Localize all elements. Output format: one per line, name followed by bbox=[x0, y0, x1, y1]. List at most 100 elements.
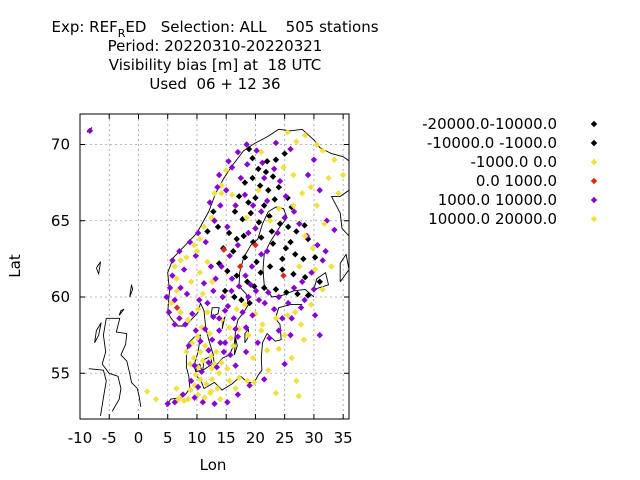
data-point-series-4 bbox=[218, 263, 225, 270]
data-point-series-4 bbox=[176, 248, 183, 255]
data-point-series-4 bbox=[282, 193, 290, 200]
data-point-series-2 bbox=[225, 324, 233, 331]
legend-marker bbox=[590, 120, 598, 128]
data-point-series-1 bbox=[300, 255, 307, 263]
data-point-series-4 bbox=[224, 399, 231, 406]
data-point-series-4 bbox=[169, 257, 176, 264]
data-point-series-4 bbox=[224, 302, 232, 310]
data-points bbox=[86, 127, 347, 407]
data-point-series-1 bbox=[301, 222, 308, 229]
data-point-series-4 bbox=[196, 296, 203, 304]
data-point-series-2 bbox=[235, 374, 243, 382]
x-tick-label: 10 bbox=[187, 429, 206, 447]
x-tick-label: 0 bbox=[134, 429, 144, 447]
data-point-series-4 bbox=[248, 263, 256, 270]
title-selection: ED Selection: ALL 505 stations bbox=[125, 18, 379, 36]
data-point-series-2 bbox=[194, 306, 202, 313]
legend-marker bbox=[590, 196, 598, 204]
data-point-series-4 bbox=[322, 248, 329, 255]
data-point-series-4 bbox=[316, 187, 323, 194]
legend-marker bbox=[590, 158, 598, 166]
data-point-series-4 bbox=[210, 313, 217, 321]
data-point-series-1 bbox=[304, 292, 312, 299]
data-point-series-2 bbox=[190, 241, 198, 249]
data-point-series-1 bbox=[253, 258, 260, 266]
data-point-series-2 bbox=[192, 371, 199, 378]
data-point-series-4 bbox=[263, 197, 271, 205]
data-point-series-2 bbox=[307, 184, 315, 191]
data-point-series-2 bbox=[206, 330, 214, 337]
data-point-series-2 bbox=[211, 190, 218, 197]
data-point-series-1 bbox=[233, 235, 240, 243]
data-point-series-2 bbox=[263, 347, 271, 354]
data-point-series-4 bbox=[237, 174, 245, 182]
x-tick-label: 25 bbox=[275, 429, 294, 447]
data-point-series-2 bbox=[281, 331, 288, 339]
data-point-series-2 bbox=[184, 395, 192, 403]
data-point-series-2 bbox=[290, 171, 297, 179]
data-point-series-3 bbox=[280, 272, 287, 279]
data-point-series-1 bbox=[279, 255, 286, 263]
data-point-series-1 bbox=[311, 254, 319, 261]
data-point-series-2 bbox=[319, 147, 326, 154]
data-point-series-1 bbox=[247, 209, 254, 217]
data-point-series-1 bbox=[214, 223, 222, 231]
data-point-series-2 bbox=[168, 299, 175, 307]
coastline bbox=[221, 316, 226, 330]
data-point-series-5 bbox=[249, 354, 257, 362]
data-point-series-4 bbox=[272, 139, 280, 147]
y-axis-label: Lat bbox=[6, 254, 24, 278]
axis-ticks: -10 -5 0 5 10 15 20 25 30 35 55 60 65 70 bbox=[51, 114, 353, 447]
data-point-series-4 bbox=[165, 309, 173, 316]
data-point-series-4 bbox=[206, 199, 214, 206]
data-point-series-2 bbox=[203, 380, 210, 388]
legend-label: -10000.0 -1000.0 bbox=[427, 134, 557, 152]
data-point-series-2 bbox=[272, 389, 280, 397]
x-axis-label: Lon bbox=[200, 456, 227, 474]
data-point-series-4 bbox=[290, 208, 298, 215]
data-point-series-2 bbox=[194, 333, 201, 340]
data-point-series-4 bbox=[228, 164, 236, 171]
data-point-series-4 bbox=[253, 147, 260, 154]
data-point-series-4 bbox=[297, 304, 305, 311]
data-point-series-5 bbox=[193, 248, 201, 255]
data-point-series-1 bbox=[272, 156, 280, 163]
data-point-series-1 bbox=[266, 263, 274, 270]
data-point-series-4 bbox=[279, 315, 286, 322]
data-point-series-2 bbox=[171, 263, 178, 270]
data-point-series-4 bbox=[187, 377, 195, 385]
data-point-series-4 bbox=[287, 331, 294, 339]
data-point-series-4 bbox=[261, 174, 268, 182]
data-point-series-4 bbox=[215, 315, 223, 322]
coastline bbox=[95, 261, 101, 275]
data-point-series-1 bbox=[230, 248, 237, 255]
data-point-series-2 bbox=[295, 392, 302, 400]
data-point-series-2 bbox=[301, 132, 309, 139]
data-point-series-4 bbox=[202, 238, 209, 246]
data-point-series-1 bbox=[233, 272, 240, 279]
data-point-series-2 bbox=[251, 379, 258, 386]
data-point-series-4 bbox=[245, 229, 252, 237]
data-point-series-3 bbox=[237, 263, 244, 270]
data-point-series-1 bbox=[316, 278, 323, 285]
data-point-series-2 bbox=[187, 278, 195, 285]
data-point-series-4 bbox=[166, 284, 174, 292]
data-point-series-4 bbox=[314, 241, 321, 249]
data-point-series-1 bbox=[231, 208, 239, 215]
data-point-series-2 bbox=[144, 388, 151, 395]
data-point-series-4 bbox=[275, 327, 283, 334]
data-point-series-2 bbox=[313, 202, 321, 209]
data-point-series-2 bbox=[293, 138, 300, 145]
data-point-series-4 bbox=[226, 252, 233, 260]
data-point-series-1 bbox=[279, 266, 286, 273]
data-point-series-4 bbox=[276, 177, 284, 185]
data-point-series-4 bbox=[171, 399, 178, 406]
data-point-series-2 bbox=[213, 348, 220, 356]
data-point-series-1 bbox=[261, 284, 268, 292]
data-point-series-2 bbox=[173, 385, 180, 392]
legend-label: 10000.0 20000.0 bbox=[428, 210, 557, 228]
data-point-series-4 bbox=[191, 394, 198, 401]
x-tick-label: -10 bbox=[68, 429, 93, 447]
data-point-series-1 bbox=[210, 208, 217, 215]
data-point-series-4 bbox=[164, 400, 171, 407]
